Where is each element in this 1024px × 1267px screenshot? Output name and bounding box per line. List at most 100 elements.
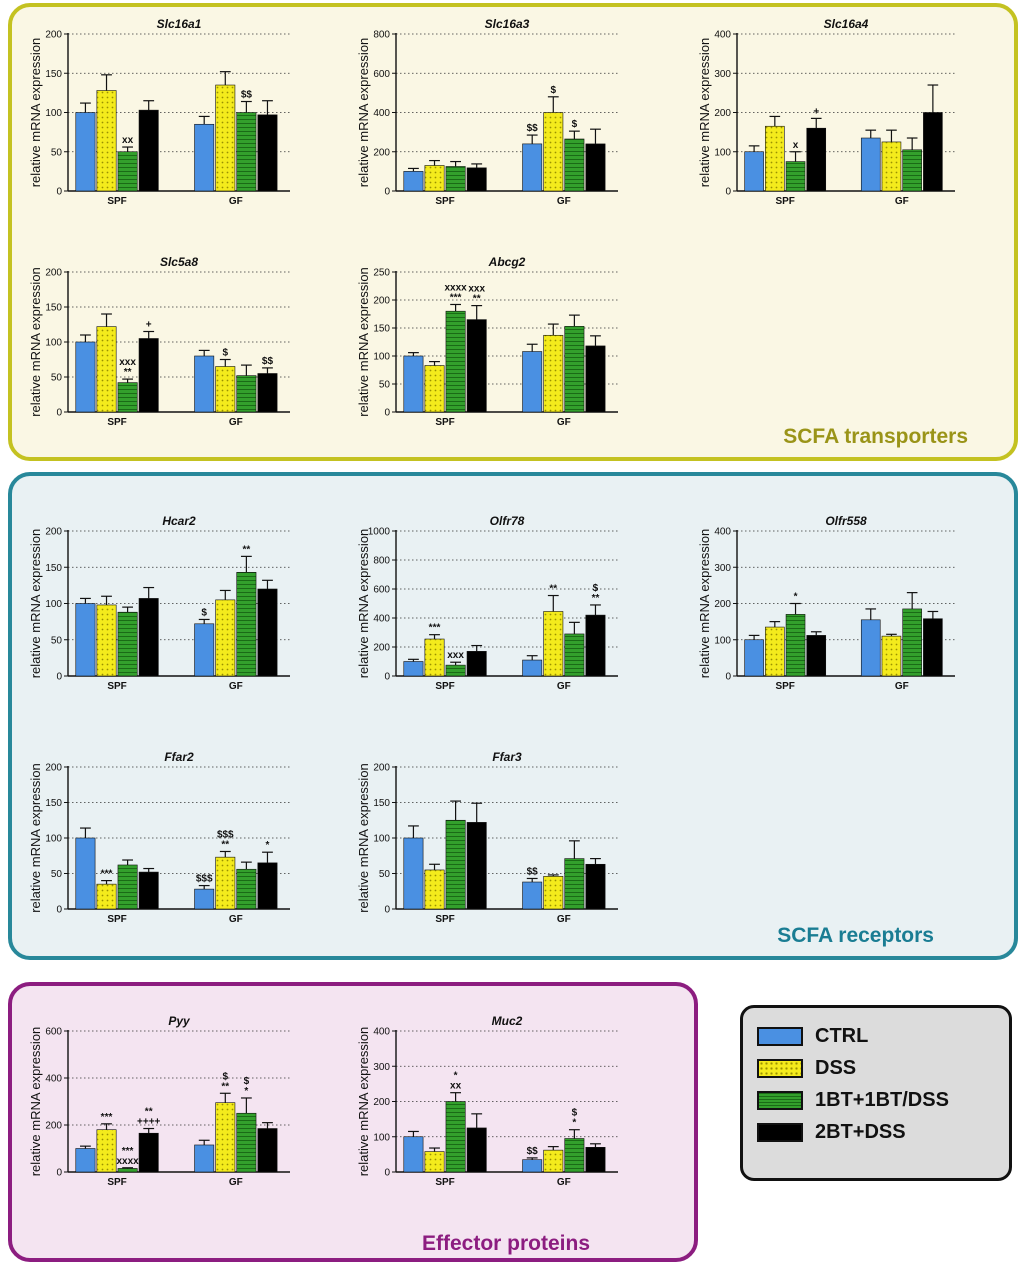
bar xyxy=(138,109,159,192)
significance-label: ** xyxy=(145,1107,153,1118)
y-tick-label: 0 xyxy=(56,1168,62,1179)
bar xyxy=(96,604,117,677)
bar xyxy=(585,863,606,910)
chart-slc16a1: Slc16a1 relative mRNA expression 0 50 100 150… xyxy=(28,17,290,207)
bar xyxy=(403,661,424,677)
bar xyxy=(138,1132,159,1173)
bar xyxy=(117,151,138,192)
bar xyxy=(564,633,585,677)
bar xyxy=(117,382,138,413)
chart-title: Olfr78 xyxy=(490,514,525,528)
bar xyxy=(138,871,159,910)
bar xyxy=(215,856,236,910)
x-category-label: GF xyxy=(229,196,243,207)
y-axis-label: relative mRNA expression xyxy=(697,38,712,188)
y-tick-label: 600 xyxy=(373,69,390,80)
bar xyxy=(860,619,881,677)
bar xyxy=(75,1148,96,1173)
bar xyxy=(902,149,922,192)
bar xyxy=(445,664,466,677)
y-tick-label: 100 xyxy=(45,108,62,119)
significance-label: xx xyxy=(450,1081,462,1092)
y-tick-label: 50 xyxy=(51,147,63,158)
bar xyxy=(215,1102,236,1173)
significance-label: $$ xyxy=(241,90,253,101)
y-tick-label: 300 xyxy=(373,1062,390,1073)
y-tick-label: 0 xyxy=(384,1168,390,1179)
x-category-label: GF xyxy=(557,1177,571,1188)
bar xyxy=(117,1168,138,1173)
y-tick-label: 0 xyxy=(725,672,731,683)
legend-label: 1BT+1BT/DSS xyxy=(815,1088,949,1111)
bar xyxy=(257,862,278,910)
significance-label: xxx xyxy=(119,357,136,368)
significance-label: xxxx xyxy=(444,282,467,293)
y-axis-label: relative mRNA expression xyxy=(356,1027,371,1177)
legend-swatch xyxy=(757,1058,803,1078)
bar xyxy=(138,598,159,677)
bar xyxy=(403,171,424,192)
y-tick-label: 150 xyxy=(373,798,390,809)
chart-hcar2: Hcar2 relative mRNA expression 0 50 100 150 20… xyxy=(28,514,290,692)
bar xyxy=(236,868,257,910)
y-tick-label: 150 xyxy=(45,69,62,80)
bar xyxy=(806,127,827,192)
bar xyxy=(75,112,96,192)
y-tick-label: 200 xyxy=(45,30,62,41)
y-tick-label: 400 xyxy=(714,527,731,538)
x-category-label: GF xyxy=(895,196,909,207)
chart-title: Ffar2 xyxy=(164,750,194,764)
significance-label: xxxx xyxy=(116,1156,139,1167)
bar xyxy=(585,345,606,413)
bar xyxy=(902,608,922,677)
significance-label: ** xyxy=(221,839,229,850)
chart-title: Slc16a1 xyxy=(157,17,202,31)
bar xyxy=(215,599,236,677)
y-tick-label: 400 xyxy=(373,1027,390,1038)
y-tick-label: 600 xyxy=(373,585,390,596)
legend-label: 2BT+DSS xyxy=(815,1120,906,1143)
bar xyxy=(215,366,236,413)
x-category-label: GF xyxy=(229,417,243,428)
bar xyxy=(564,138,585,192)
x-category-label: SPF xyxy=(435,1177,454,1188)
y-tick-label: 200 xyxy=(373,296,390,307)
y-tick-label: 100 xyxy=(45,834,62,845)
y-tick-label: 0 xyxy=(384,187,390,198)
chart-olfr558: Olfr558 relative mRNA expression 0 100 200 30… xyxy=(697,514,955,692)
bar xyxy=(466,319,487,413)
bar xyxy=(765,125,785,192)
x-category-label: SPF xyxy=(435,914,454,925)
x-category-label: SPF xyxy=(435,196,454,207)
significance-label: $ xyxy=(593,583,599,594)
group-scfa-receptors: SCFA receptors xyxy=(8,472,1018,960)
y-axis-label: relative mRNA expression xyxy=(356,38,371,188)
bar xyxy=(236,375,257,413)
bar xyxy=(117,864,138,910)
y-tick-label: 0 xyxy=(56,408,62,419)
significance-label: $ xyxy=(551,85,557,96)
chart-olfr78: Olfr78 relative mRNA expression 0 200 400 600… xyxy=(356,514,618,692)
significance-label: + xyxy=(813,106,819,117)
legend-item-dss: DSS xyxy=(757,1052,1009,1084)
x-category-label: SPF xyxy=(107,196,126,207)
chart-slc5a8: Slc5a8 relative mRNA expression 0 50 100 150 2… xyxy=(28,255,290,428)
y-tick-label: 100 xyxy=(45,338,62,349)
y-tick-label: 0 xyxy=(56,905,62,916)
significance-label: *** xyxy=(101,1112,113,1123)
y-tick-label: 150 xyxy=(373,324,390,335)
significance-label: $ xyxy=(572,119,578,130)
bar xyxy=(466,822,487,910)
y-tick-label: 400 xyxy=(373,108,390,119)
bar xyxy=(806,635,827,677)
bar xyxy=(424,165,445,192)
bar xyxy=(96,326,117,413)
bar xyxy=(194,123,215,192)
group-scfa-transporters: SCFA transporters xyxy=(8,3,1018,461)
significance-label: xxx xyxy=(447,650,464,661)
x-category-label: GF xyxy=(229,1177,243,1188)
significance-label: ** xyxy=(124,367,132,378)
group-label-transporters: SCFA transporters xyxy=(783,425,968,448)
significance-label: $ xyxy=(572,1108,578,1119)
y-tick-label: 250 xyxy=(373,268,390,279)
